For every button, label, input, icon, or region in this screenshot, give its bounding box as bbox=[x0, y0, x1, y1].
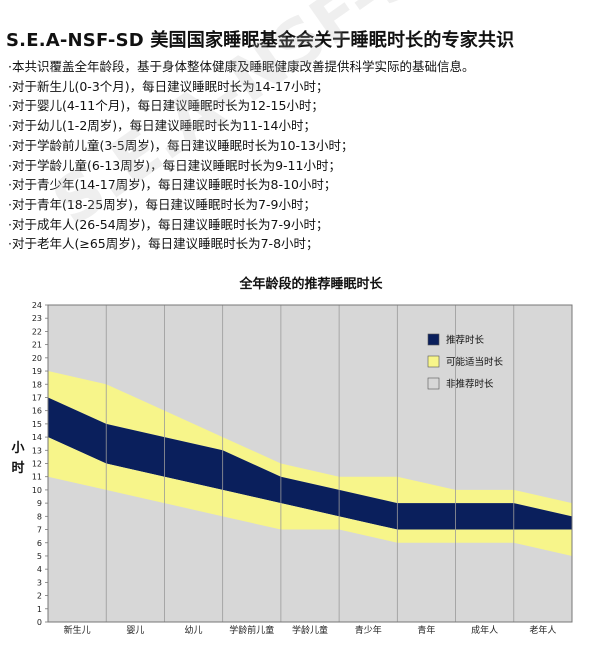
y-tick-label: 2 bbox=[37, 592, 42, 601]
legend-label: 可能适当时长 bbox=[446, 356, 504, 368]
y-tick-label: 3 bbox=[37, 578, 42, 587]
x-category-label: 成年人 bbox=[471, 624, 498, 636]
y-tick-label: 11 bbox=[32, 473, 42, 482]
x-category-label: 学龄儿童 bbox=[292, 624, 328, 636]
y-tick-label: 4 bbox=[37, 565, 42, 574]
note-newborn: ·对于新生儿(0-3个月)，每日建议睡眠时长为14-17小时； bbox=[8, 78, 329, 94]
note-school-age: ·对于学龄儿童(6-13周岁)，每日建议睡眠时长为9-11小时； bbox=[8, 157, 341, 173]
y-tick-label: 23 bbox=[32, 314, 42, 323]
y-tick-label: 0 bbox=[37, 618, 42, 627]
y-tick-label: 15 bbox=[32, 420, 42, 429]
y-tick-label: 12 bbox=[32, 460, 42, 469]
y-tick-label: 6 bbox=[37, 539, 42, 548]
y-tick-label: 22 bbox=[32, 327, 42, 336]
chart-title: 全年龄段的推荐睡眠时长 bbox=[238, 276, 383, 292]
x-category-label: 老年人 bbox=[529, 624, 556, 636]
x-category-label: 青年 bbox=[417, 624, 435, 636]
appropriate-band-lower bbox=[48, 437, 572, 556]
y-tick-label: 21 bbox=[32, 341, 42, 350]
y-tick-label: 9 bbox=[37, 499, 42, 508]
note-adult: ·对于成年人(26-54周岁)，每日建议睡眠时长为7-9小时； bbox=[8, 216, 329, 232]
y-tick-label: 10 bbox=[32, 486, 42, 495]
y-tick-label: 1 bbox=[37, 605, 42, 614]
y-tick-label: 19 bbox=[32, 367, 42, 376]
notes-list: ·本共识覆盖全年龄段，基于身体整体健康及睡眠健康改善提供科学实际的基础信息。 ·… bbox=[8, 57, 474, 254]
y-tick-label: 18 bbox=[32, 380, 42, 389]
note-preschool: ·对于学龄前儿童(3-5周岁)，每日建议睡眠时长为10-13小时； bbox=[8, 137, 354, 153]
sleep-duration-chart: 全年龄段的推荐睡眠时长 0123456789101112131415161718… bbox=[11, 276, 573, 636]
x-category-label: 学龄前儿童 bbox=[229, 624, 274, 636]
note-older-adult: ·对于老年人(≥65周岁)，每日建议睡眠时长为7-8小时； bbox=[8, 236, 319, 252]
y-tick-label: 20 bbox=[32, 354, 42, 363]
y-tick-label: 14 bbox=[32, 433, 42, 442]
legend-swatch bbox=[427, 355, 440, 368]
x-category-label: 幼儿 bbox=[185, 624, 203, 636]
plot-area: 0123456789101112131415161718192021222324… bbox=[11, 301, 573, 636]
y-tick-label: 17 bbox=[32, 393, 42, 402]
y-tick-label: 13 bbox=[32, 446, 42, 455]
page-title: S.E.A-NSF-SD 美国国家睡眠基金会关于睡眠时长的专家共识 bbox=[6, 30, 515, 51]
y-tick-label: 7 bbox=[37, 526, 42, 535]
note-infant: ·对于婴儿(4-11个月)，每日建议睡眠时长为12-15小时； bbox=[8, 98, 324, 114]
legend-swatch bbox=[427, 377, 440, 390]
y-axis-label: 小 bbox=[11, 441, 24, 456]
note-intro: ·本共识覆盖全年龄段，基于身体整体健康及睡眠健康改善提供科学实际的基础信息。 bbox=[8, 59, 475, 74]
legend-swatch bbox=[427, 333, 440, 346]
note-young-adult: ·对于青年(18-25周岁)，每日建议睡眠时长为7-9小时； bbox=[8, 196, 316, 212]
x-category-label: 婴儿 bbox=[126, 625, 144, 636]
y-axis-label: 时 bbox=[11, 460, 24, 476]
recommended-band bbox=[48, 397, 572, 530]
note-toddler: ·对于幼儿(1-2周岁)，每日建议睡眠时长为11-14小时； bbox=[8, 118, 316, 134]
note-teen: ·对于青少年(14-17周岁)，每日建议睡眠时长为8-10小时； bbox=[8, 177, 337, 193]
y-tick-label: 24 bbox=[32, 301, 42, 310]
legend-label: 非推荐时长 bbox=[446, 378, 494, 390]
x-category-label: 新生儿 bbox=[64, 624, 91, 636]
y-tick-label: 8 bbox=[37, 512, 42, 521]
appropriate-band-upper bbox=[48, 371, 572, 517]
y-tick-label: 16 bbox=[32, 407, 42, 416]
y-tick-label: 5 bbox=[37, 552, 42, 561]
x-category-label: 青少年 bbox=[355, 624, 382, 636]
legend-label: 推荐时长 bbox=[446, 334, 485, 346]
